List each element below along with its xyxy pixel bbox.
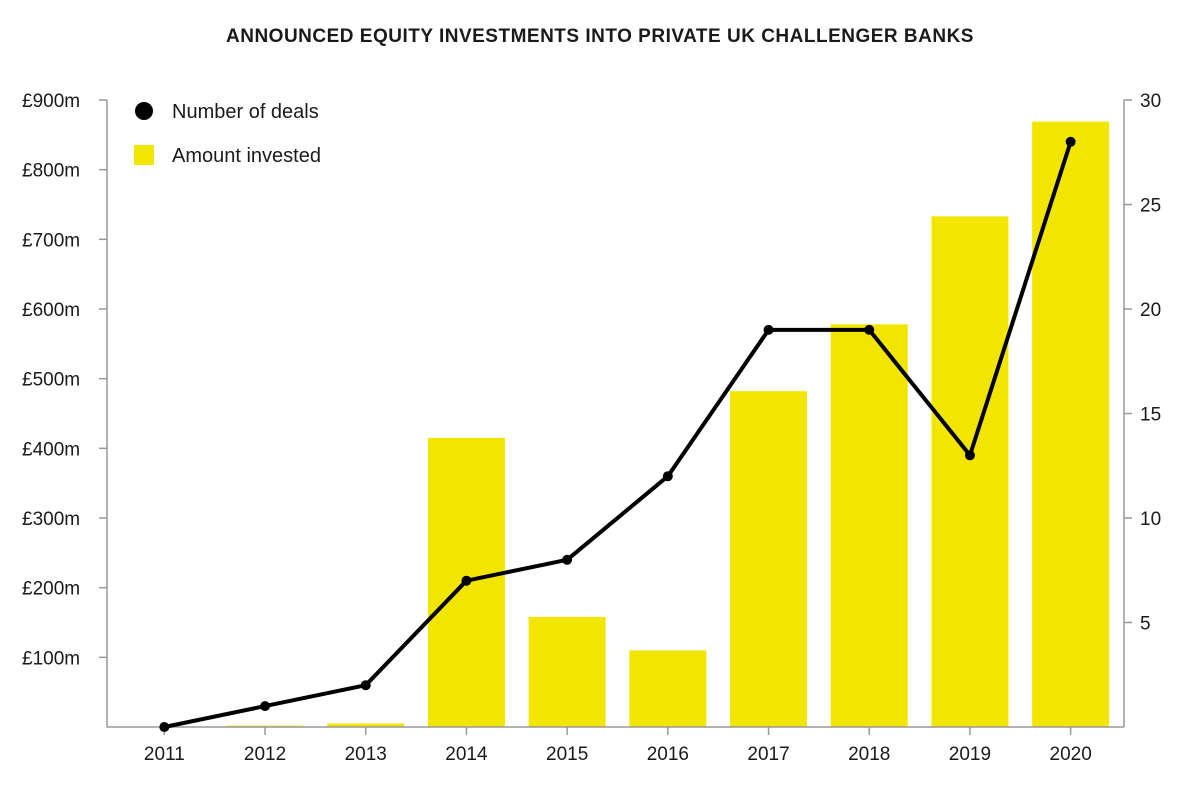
x-tick-label: 2011 bbox=[144, 744, 185, 765]
x-tick-label: 2015 bbox=[546, 744, 588, 765]
bar-2020 bbox=[1032, 121, 1110, 727]
x-tick-label: 2013 bbox=[345, 744, 387, 765]
x-tick-label: 2017 bbox=[747, 744, 789, 765]
y-left-tick-label: £600m bbox=[22, 300, 80, 321]
bar-2019 bbox=[931, 216, 1009, 728]
y-left-tick-label: £700m bbox=[22, 230, 80, 251]
y-left-tick-label: £100m bbox=[22, 648, 80, 669]
x-tick-label: 2012 bbox=[244, 744, 286, 765]
x-tick-label: 2018 bbox=[848, 744, 890, 765]
y-left-tick-label: £800m bbox=[22, 161, 80, 182]
deals-point-2020 bbox=[1065, 136, 1076, 147]
y-left-tick-label: £300m bbox=[22, 509, 80, 530]
deals-point-2012 bbox=[260, 701, 271, 712]
y-left-tick-label: £500m bbox=[22, 370, 80, 391]
deals-point-2017 bbox=[763, 324, 774, 335]
legend-marker-deals bbox=[135, 102, 153, 120]
deals-point-2019 bbox=[964, 450, 975, 461]
legend-marker-amount bbox=[134, 145, 154, 165]
y-right-tick-label: 10 bbox=[1140, 509, 1161, 530]
deals-point-2015 bbox=[562, 554, 573, 565]
bar-2015 bbox=[528, 616, 606, 727]
bar-2017 bbox=[730, 391, 808, 727]
deals-point-2016 bbox=[662, 471, 673, 482]
x-tick-label: 2014 bbox=[445, 744, 488, 765]
y-right-tick-label: 15 bbox=[1140, 405, 1161, 426]
x-tick-label: 2019 bbox=[949, 744, 991, 765]
y-right-tick-label: 25 bbox=[1140, 196, 1161, 217]
y-left-tick-label: £400m bbox=[22, 439, 80, 460]
y-right-tick-label: 5 bbox=[1140, 614, 1151, 635]
bar-2016 bbox=[629, 650, 707, 727]
deals-line bbox=[163, 141, 1073, 729]
x-tick-label: 2020 bbox=[1050, 744, 1092, 765]
legend-label-amount: Amount invested bbox=[172, 145, 321, 167]
y-left-tick-label: £200m bbox=[22, 579, 80, 600]
chart-title: ANNOUNCED EQUITY INVESTMENTS INTO PRIVAT… bbox=[226, 26, 974, 47]
deals-point-2011 bbox=[159, 722, 170, 732]
deals-point-2014 bbox=[461, 575, 472, 586]
x-tick-label: 2016 bbox=[647, 744, 689, 765]
bar-2013 bbox=[327, 723, 405, 727]
bar-2018 bbox=[830, 324, 908, 727]
y-right-tick-label: 20 bbox=[1140, 300, 1161, 321]
deals-point-2018 bbox=[864, 324, 875, 335]
legend-label-deals: Number of deals bbox=[172, 101, 319, 123]
y-right-tick-label: 30 bbox=[1140, 91, 1161, 112]
deals-point-2013 bbox=[360, 680, 371, 691]
y-left-tick-label: £900m bbox=[22, 91, 80, 112]
